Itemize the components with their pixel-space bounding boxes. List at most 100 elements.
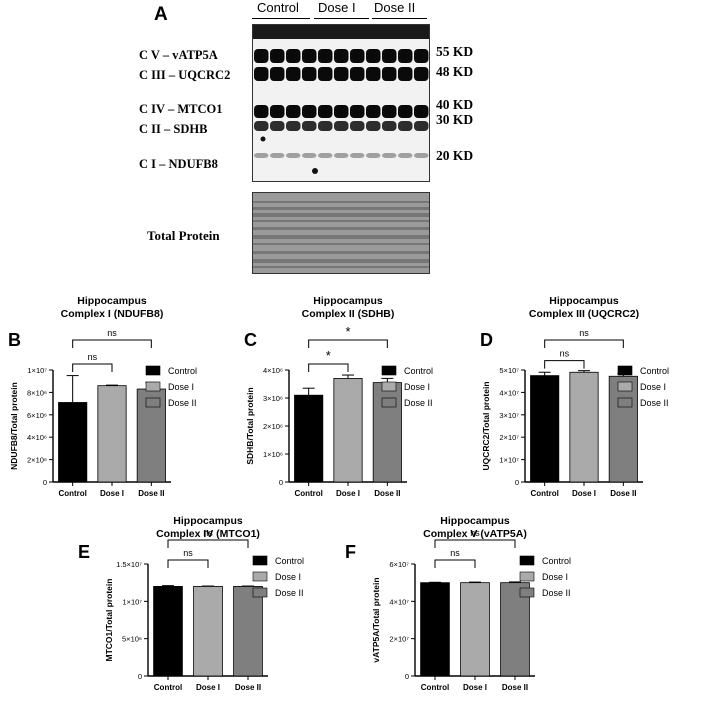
- chart-title-line-2: Complex I (NDUFB8): [61, 308, 164, 320]
- chart-title-line-2: Complex III (UQCRC2): [529, 308, 639, 320]
- x-tick-label: Dose II: [138, 489, 164, 498]
- y-tick-label: 3×10⁷: [499, 411, 519, 420]
- y-tick-label: 2×10⁶: [27, 456, 47, 465]
- legend-swatch-dose-ii: [252, 587, 268, 598]
- legend-label: Dose II: [542, 588, 571, 598]
- total-protein-band: [253, 243, 429, 245]
- significance-label: ns: [203, 528, 213, 538]
- significance-label: ns: [88, 352, 98, 362]
- group-label-control: Control: [257, 0, 299, 15]
- band-cv-lane-3: [286, 49, 301, 63]
- legend-swatch-dose-i: [519, 571, 535, 582]
- chart-title-line-1: Hippocampus: [77, 295, 147, 307]
- blot-spot: [312, 168, 318, 174]
- band-label-ci: C I – NDUFB8: [139, 157, 218, 171]
- total-protein-band: [253, 235, 429, 239]
- y-tick-label: 5×10⁷: [499, 366, 519, 375]
- band-civ-lane-2: [270, 105, 285, 118]
- y-tick-label: 6×10⁷: [389, 560, 409, 569]
- band-ciii-lane-2: [270, 67, 285, 81]
- significance-bracket: [434, 559, 476, 568]
- legend-swatch-dose-ii: [519, 587, 535, 598]
- legend-label: Dose II: [404, 398, 433, 408]
- bar-control: [153, 586, 183, 677]
- total-protein-band: [253, 266, 429, 268]
- band-label-ciii: C III – UQCRC2: [139, 68, 231, 82]
- legend-label: Dose I: [404, 382, 430, 392]
- band-civ-lane-8: [366, 105, 381, 118]
- y-tick-label: 2×10⁷: [499, 433, 519, 442]
- y-tick-label: 5×10⁶: [122, 635, 142, 644]
- legend-label: Control: [640, 366, 669, 376]
- blot-top-smear: [253, 25, 429, 39]
- y-tick-label: 4×10⁶: [27, 433, 47, 442]
- y-tick-label: 1.5×10⁷: [116, 560, 142, 569]
- significance-bracket: [72, 363, 113, 372]
- y-tick-label: 1×10⁷: [499, 456, 519, 465]
- y-tick-label: 0: [279, 478, 283, 487]
- kd-label-20: 20 KD: [436, 148, 474, 163]
- significance-bracket: [434, 539, 516, 548]
- band-civ-lane-10: [398, 105, 413, 118]
- band-ciii-lane-1: [254, 67, 269, 81]
- legend-label: Control: [168, 366, 197, 376]
- group-label-dose-2: Dose II: [374, 0, 416, 15]
- band-civ-lane-9: [382, 105, 397, 118]
- band-civ-lane-5: [318, 105, 333, 118]
- significance-label: ns: [450, 548, 460, 558]
- band-label-civ: C IV – MTCO1: [139, 102, 223, 116]
- band-civ-lane-4: [302, 105, 317, 118]
- band-ciii-lane-9: [382, 67, 397, 81]
- x-tick-label: Dose I: [336, 489, 360, 498]
- x-tick-label: Control: [421, 683, 449, 692]
- total-protein-band: [253, 259, 429, 263]
- band-cv-lane-8: [366, 49, 381, 63]
- band-ciii-lane-3: [286, 67, 301, 81]
- x-tick-label: Dose II: [502, 683, 528, 692]
- band-cii-lane-2: [270, 121, 285, 131]
- x-tick-label: Control: [530, 489, 558, 498]
- y-tick-label: 0: [515, 478, 519, 487]
- y-tick-label: 4×10⁶: [263, 366, 283, 375]
- chart-title-line-1: Hippocampus: [440, 515, 510, 527]
- legend-swatch-control: [617, 365, 633, 376]
- group-line-dose-2: [372, 18, 427, 19]
- band-cv-lane-4: [302, 49, 317, 63]
- band-cii-lane-5: [318, 121, 333, 131]
- legend-swatch-dose-ii: [617, 397, 633, 408]
- total-protein-band: [253, 207, 429, 210]
- y-axis-label: UQCRC2/Total protein: [481, 381, 491, 470]
- panel-letter-a: A: [154, 4, 168, 25]
- band-ciii-lane-10: [398, 67, 413, 81]
- legend-swatch-dose-i: [145, 381, 161, 392]
- chart-title-line-2: Complex II (SDHB): [302, 308, 395, 320]
- x-tick-label: Control: [294, 489, 322, 498]
- band-cv-lane-10: [398, 49, 413, 63]
- y-tick-label: 1×10⁶: [263, 450, 283, 459]
- band-cv-lane-6: [334, 49, 349, 63]
- significance-bracket: [544, 339, 624, 348]
- chart-title-line-2: Complex IV (MTCO1): [156, 528, 260, 540]
- y-tick-label: 1×10⁷: [27, 366, 47, 375]
- kd-label-55: 55 KD: [436, 44, 474, 59]
- bar-dose-i: [460, 582, 490, 677]
- total-protein-blot-image: [252, 192, 430, 274]
- y-tick-label: 4×10⁷: [499, 388, 519, 397]
- total-protein-label: Total Protein: [147, 228, 220, 243]
- panel-letter: C: [244, 330, 257, 350]
- y-tick-label: 2×10⁷: [389, 635, 409, 644]
- band-ciii-lane-5: [318, 67, 333, 81]
- y-tick-label: 0: [43, 478, 47, 487]
- legend-label: Dose II: [640, 398, 669, 408]
- legend-swatch-dose-i: [617, 381, 633, 392]
- bar-dose-ii: [233, 586, 263, 677]
- band-cii-lane-10: [398, 121, 413, 131]
- bar-control: [294, 394, 324, 483]
- kd-label-48: 48 KD: [436, 64, 474, 79]
- band-cii-lane-6: [334, 121, 349, 131]
- legend-swatch-dose-i: [381, 381, 397, 392]
- band-ci-lane-2: [270, 153, 285, 158]
- total-protein-band: [253, 227, 429, 230]
- band-ciii-lane-11: [414, 67, 429, 81]
